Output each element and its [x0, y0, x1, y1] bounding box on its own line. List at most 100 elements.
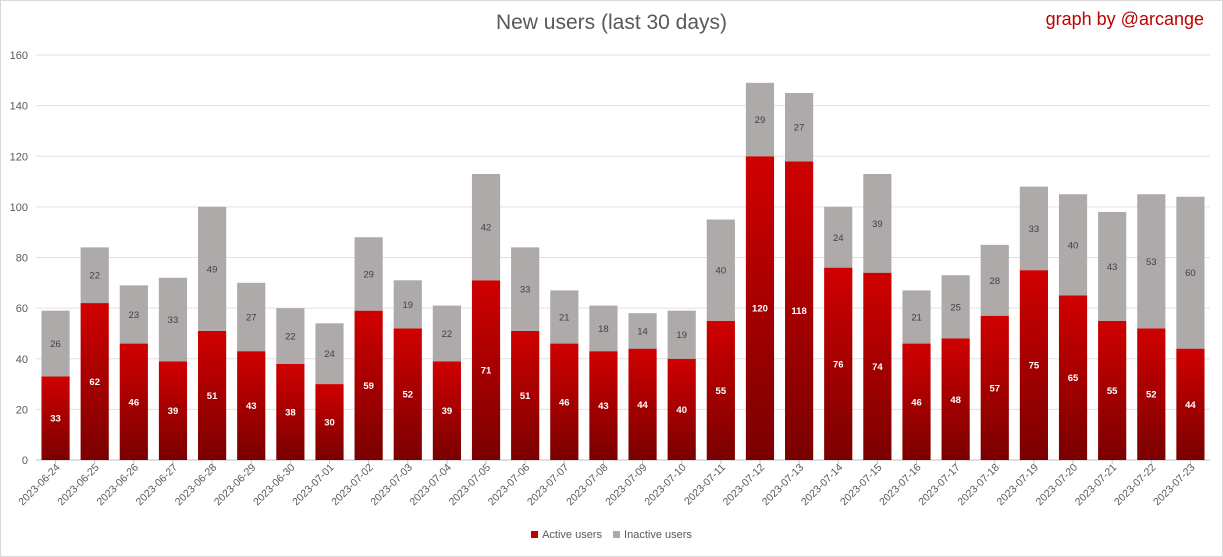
bar-inactive [824, 206, 853, 268]
y-tick-label: 20 [16, 404, 28, 416]
bar-inactive [511, 247, 540, 331]
bar-inactive [1098, 211, 1127, 321]
bar-active [41, 376, 70, 460]
bar-active [158, 361, 188, 460]
data-label-inactive: 22 [89, 271, 100, 282]
bar-active [80, 303, 109, 460]
bar-inactive [1058, 194, 1088, 296]
bar-inactive [941, 275, 970, 339]
data-label-active: 71 [481, 366, 492, 377]
data-label-active: 39 [442, 406, 453, 417]
bar-active [589, 351, 618, 460]
bar-inactive [745, 82, 775, 157]
data-label-active: 74 [872, 362, 883, 373]
y-tick-label: 80 [16, 253, 28, 265]
data-label-active: 52 [402, 390, 413, 401]
bar-inactive [589, 305, 618, 352]
data-label-inactive: 22 [442, 329, 453, 340]
data-label-inactive: 33 [168, 315, 179, 326]
data-label-inactive: 23 [129, 310, 140, 321]
bar-inactive [119, 285, 148, 344]
data-label-active: 40 [676, 405, 687, 416]
bar-active [432, 361, 461, 460]
legend-label-active: Active users [542, 529, 602, 541]
bar-active [980, 315, 1009, 460]
bar-inactive [432, 305, 461, 362]
legend-item-active: Active users [531, 529, 602, 541]
y-tick-label: 60 [16, 303, 28, 315]
data-label-inactive: 28 [989, 276, 1000, 287]
data-label-active: 39 [168, 406, 179, 417]
data-label-inactive: 21 [559, 312, 570, 323]
data-label-inactive: 29 [755, 115, 766, 126]
bar-inactive [276, 308, 305, 364]
bar-inactive [863, 173, 892, 273]
bar-active [393, 328, 422, 460]
data-label-active: 75 [1029, 361, 1040, 372]
bar-inactive [80, 247, 109, 304]
data-label-inactive: 49 [207, 264, 218, 275]
bar-inactive [902, 290, 931, 344]
bar-active [902, 343, 931, 460]
data-label-active: 62 [89, 377, 100, 388]
data-label-active: 76 [833, 359, 844, 370]
bar-active [511, 330, 540, 460]
bar-active [824, 267, 853, 460]
legend-label-inactive: Inactive users [624, 529, 692, 541]
bar-inactive [785, 92, 814, 162]
bar-inactive [354, 237, 383, 311]
bar-active [119, 343, 148, 460]
data-label-inactive: 29 [363, 269, 374, 280]
data-label-active: 55 [716, 386, 727, 397]
data-label-active: 59 [363, 381, 374, 392]
bar-active [1137, 328, 1166, 460]
data-label-active: 46 [129, 397, 140, 408]
data-label-active: 43 [598, 401, 609, 412]
bar-active [1019, 270, 1048, 460]
data-label-active: 57 [989, 383, 1000, 394]
bar-inactive [550, 290, 579, 344]
bar-inactive [237, 282, 266, 352]
bar-active [1058, 295, 1088, 460]
y-tick-label: 160 [10, 50, 28, 62]
data-label-active: 44 [1185, 400, 1196, 411]
bar-active [745, 156, 775, 460]
data-label-inactive: 40 [716, 266, 727, 277]
data-label-inactive: 24 [833, 233, 844, 244]
y-tick-label: 40 [16, 354, 28, 366]
bar-inactive [41, 310, 70, 377]
data-label-active: 46 [559, 397, 570, 408]
data-label-inactive: 39 [872, 219, 883, 230]
data-label-active: 51 [520, 391, 531, 402]
y-tick-label: 140 [10, 101, 28, 113]
data-label-inactive: 21 [911, 312, 922, 323]
data-label-active: 52 [1146, 390, 1157, 401]
bar-active [471, 280, 501, 460]
y-tick-label: 120 [10, 151, 28, 163]
legend-swatch-inactive [613, 530, 621, 538]
bar-inactive [1019, 186, 1048, 271]
data-label-inactive: 33 [520, 285, 531, 296]
data-label-inactive: 40 [1068, 240, 1079, 251]
bar-inactive [628, 313, 657, 349]
bar-inactive [471, 173, 501, 281]
bar-active [941, 338, 970, 460]
bar-inactive [980, 244, 1009, 316]
data-label-inactive: 60 [1185, 268, 1196, 279]
bar-inactive [393, 280, 422, 329]
x-tick-label: 2023-07-23 [1151, 462, 1198, 509]
data-label-active: 51 [207, 391, 218, 402]
x-tick-label: 2023-07-10 [642, 462, 689, 509]
bar-inactive [1176, 196, 1205, 349]
data-label-active: 38 [285, 407, 296, 418]
bar-inactive [667, 310, 696, 359]
data-label-inactive: 19 [402, 300, 413, 311]
data-label-inactive: 14 [637, 326, 648, 337]
bar-inactive [315, 323, 344, 385]
data-label-active: 43 [246, 401, 257, 412]
y-tick-label: 100 [10, 202, 28, 214]
data-label-active: 55 [1107, 386, 1118, 397]
data-label-inactive: 53 [1146, 257, 1157, 268]
data-label-active: 33 [50, 414, 61, 425]
